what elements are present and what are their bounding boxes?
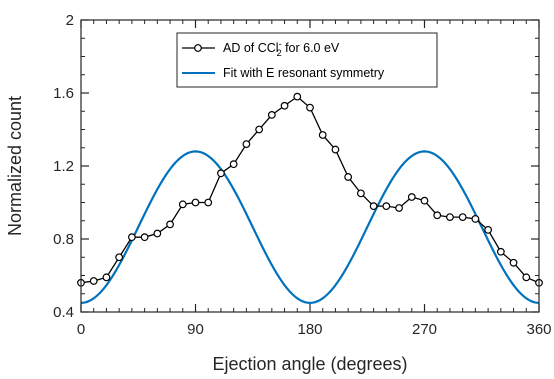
ad-data-point xyxy=(318,131,327,139)
ad-data-point xyxy=(420,196,429,205)
x-tick-label: 90 xyxy=(187,321,204,338)
x-tick-label: 180 xyxy=(297,321,322,338)
legend-entry-fit: Fit with E resonant symmetry xyxy=(182,66,385,80)
ad-data-point xyxy=(446,213,454,222)
legend-label-fit: Fit with E resonant symmetry xyxy=(223,66,385,80)
ad-data-point xyxy=(255,125,264,134)
ad-data-point xyxy=(344,173,353,181)
ad-data-point xyxy=(509,258,518,267)
ad-data-point xyxy=(382,202,391,211)
series-layer xyxy=(77,92,543,304)
ad-data-point xyxy=(522,273,531,282)
ad-data-point xyxy=(267,110,276,119)
ad-data-point xyxy=(229,160,238,169)
ad-data-point xyxy=(178,200,187,209)
ad-data-point xyxy=(217,169,225,178)
y-tick-label: 2 xyxy=(66,12,74,29)
ad-data-point xyxy=(369,202,378,211)
legend-label-ad: AD of CCl-2 for 6.0 eV xyxy=(223,39,340,58)
plot-frame xyxy=(80,19,540,313)
x-axis-label: Ejection angle (degrees) xyxy=(212,354,407,374)
ad-data-point xyxy=(89,277,98,285)
y-tick-label: 1.6 xyxy=(53,85,74,102)
ad-data-point xyxy=(458,213,467,222)
tick-labels: 0 90 180 270 360 0.4 0.8 1.2 1.6 2 xyxy=(53,12,551,338)
legend-marker-ad xyxy=(194,44,202,52)
ad-data-point xyxy=(127,233,136,242)
ad-data-point xyxy=(331,145,340,154)
ad-data-point xyxy=(280,101,289,110)
fit-curve xyxy=(80,150,540,304)
ad-data-point xyxy=(471,215,480,223)
ad-data-point xyxy=(140,233,149,242)
legend: AD of CCl-2 for 6.0 eV Fit with E resona… xyxy=(176,32,438,88)
x-tick-label: 0 xyxy=(77,321,85,338)
ad-data-point xyxy=(433,211,442,220)
y-tick-label: 0.8 xyxy=(53,231,74,248)
ad-data-point xyxy=(204,198,213,207)
ad-data-point xyxy=(191,198,200,207)
x-tick-label: 270 xyxy=(412,321,437,338)
ad-data-point xyxy=(496,247,505,256)
ad-data-point xyxy=(395,204,403,212)
ad-data-point xyxy=(407,193,416,201)
x-tick-label: 360 xyxy=(526,321,551,338)
ad-data-point xyxy=(153,229,162,238)
ad-data-point xyxy=(356,189,365,198)
ad-data-point xyxy=(242,140,251,149)
ad-data-point xyxy=(306,103,314,112)
ad-data-point xyxy=(293,92,302,101)
ad-data-point xyxy=(166,220,174,229)
y-tick-label: 0.4 xyxy=(53,304,74,321)
ad-data-point xyxy=(115,253,124,262)
legend-entry-ad: AD of CCl-2 for 6.0 eV xyxy=(182,39,340,58)
y-axis-label: Normalized count xyxy=(5,96,25,236)
ad-data-point xyxy=(484,225,493,234)
y-tick-label: 1.2 xyxy=(53,158,74,175)
legend-box xyxy=(176,32,438,88)
ad-data-point xyxy=(102,273,111,282)
